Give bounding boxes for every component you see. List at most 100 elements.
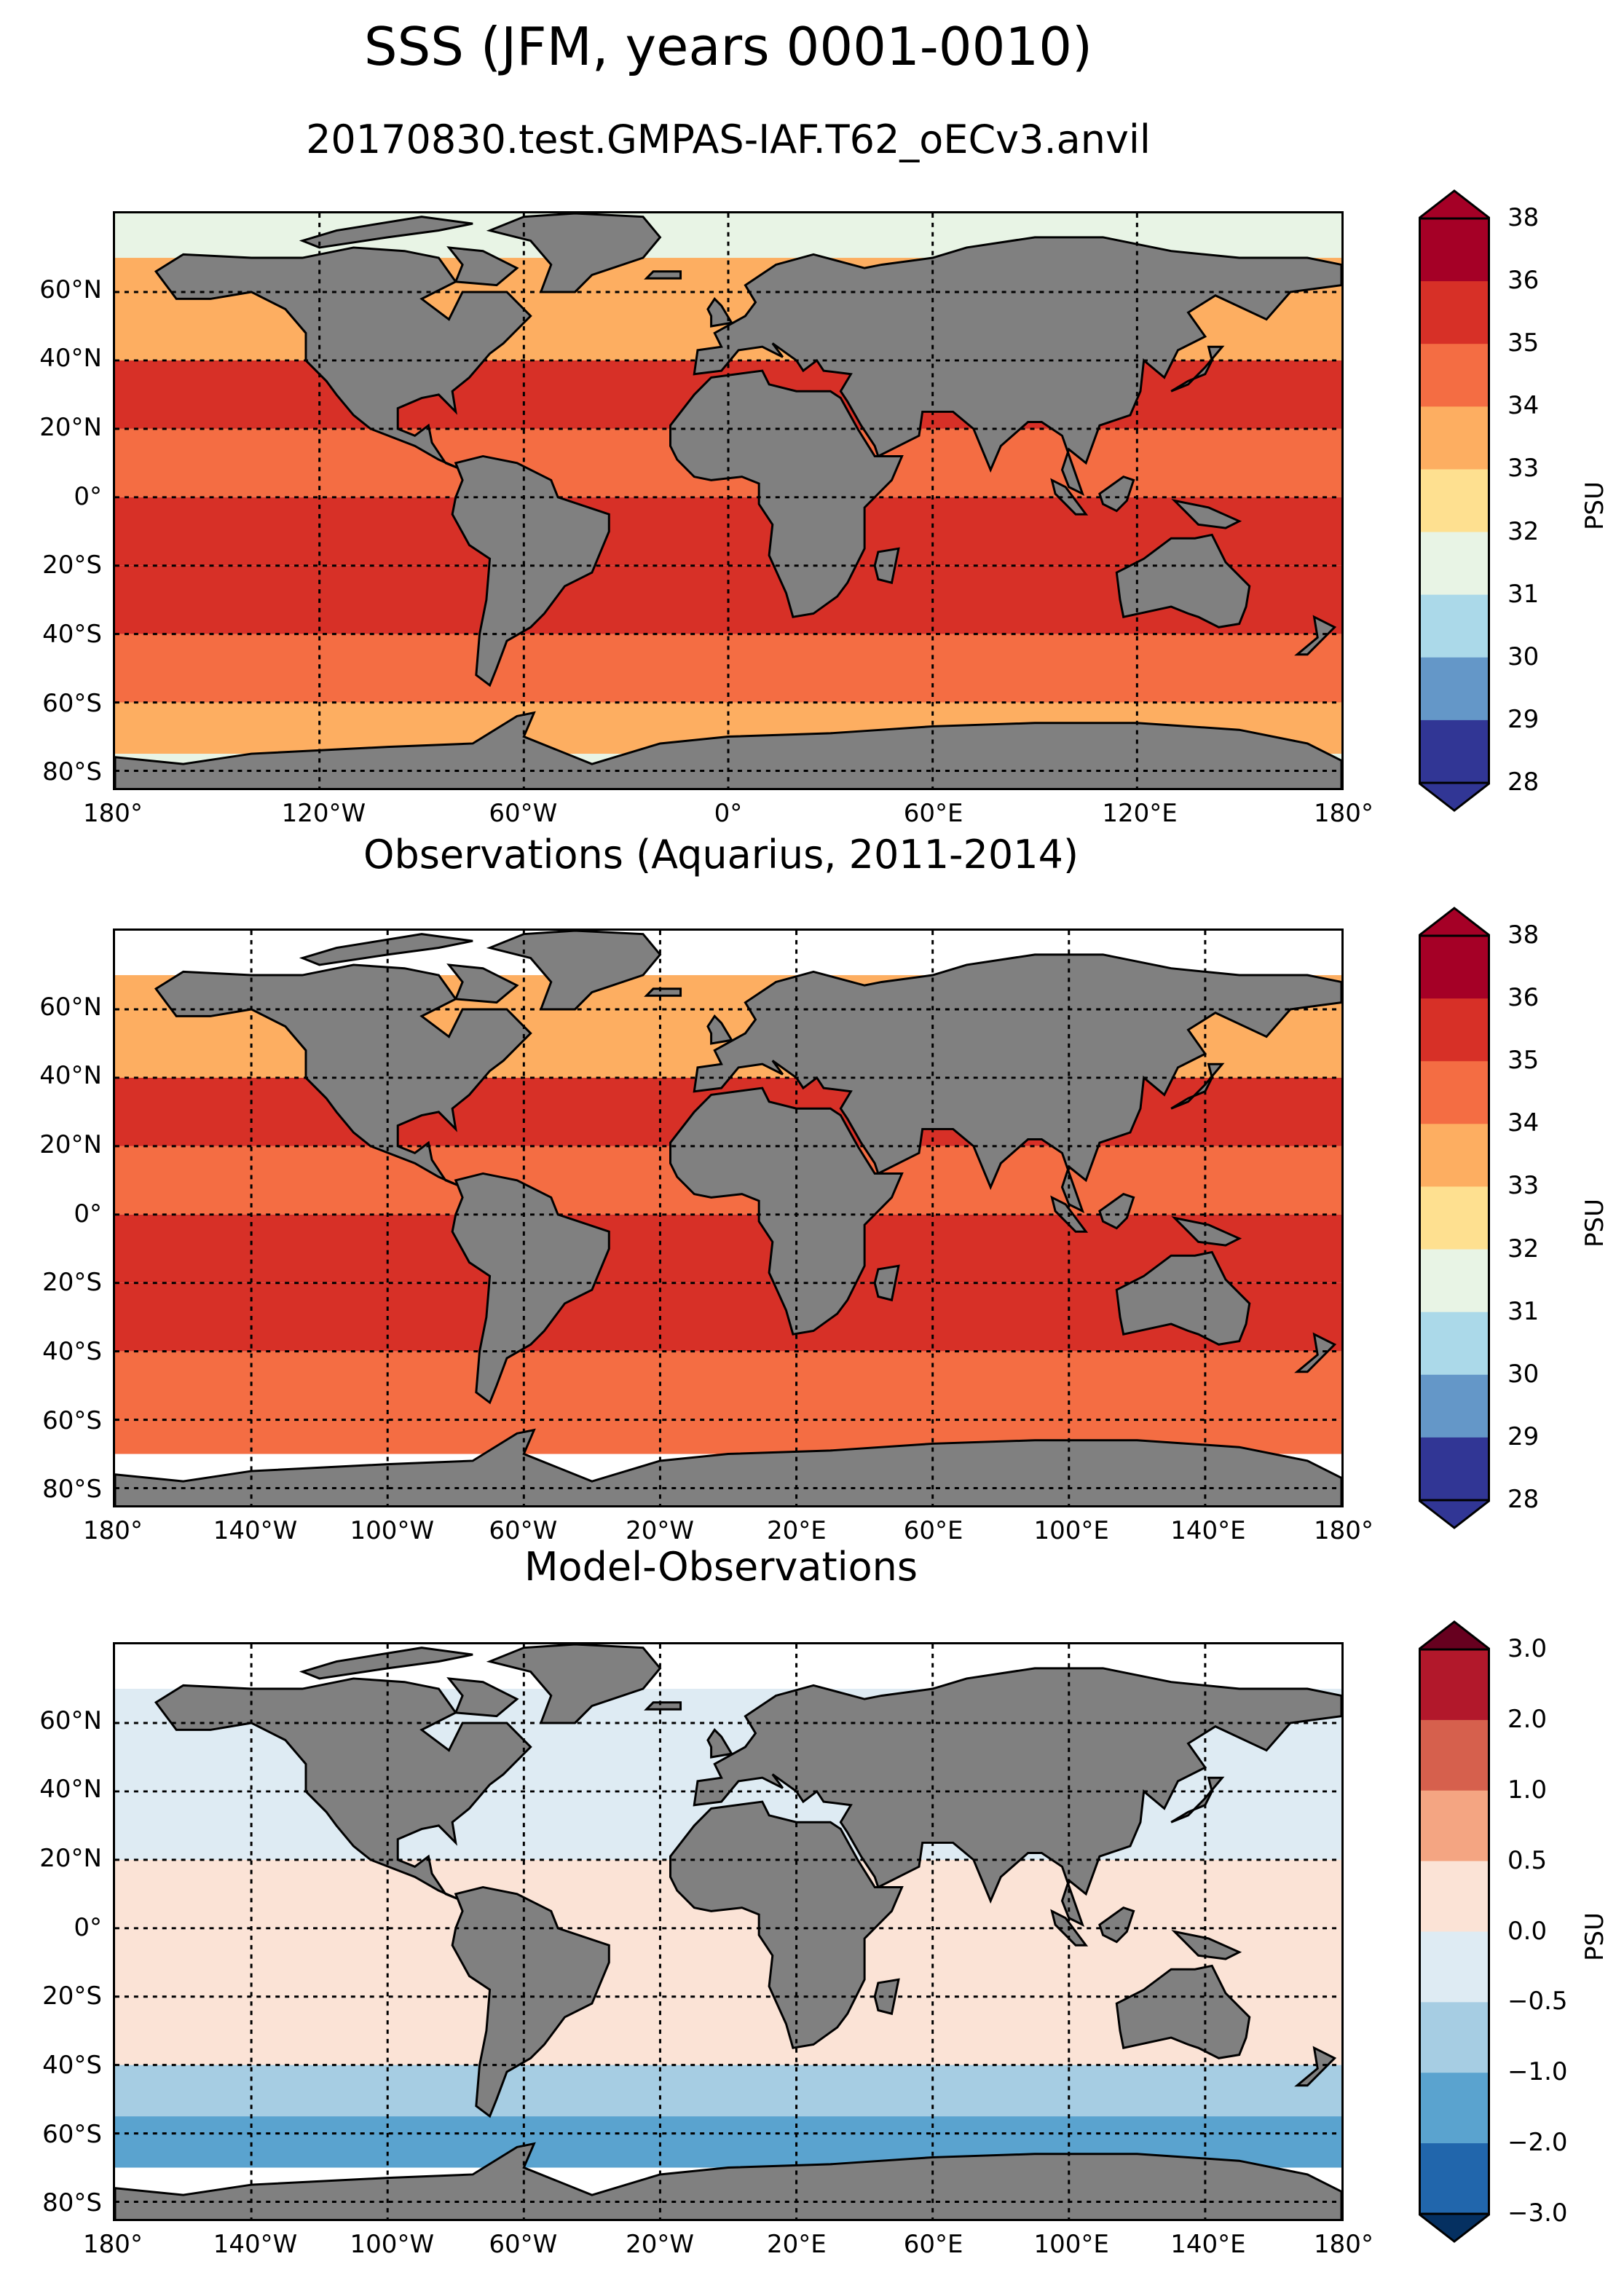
colorbar-tick-label: 34 xyxy=(1507,391,1540,421)
colorbar-band xyxy=(1419,998,1490,1062)
land-japan xyxy=(1170,1062,1225,1110)
colorbar-tick-label: 30 xyxy=(1507,1359,1540,1389)
colorbar-tick-label: 2.0 xyxy=(1507,1704,1548,1734)
y-tick-label: 40°N xyxy=(39,1061,102,1091)
colorbar-tick-label: 1.0 xyxy=(1507,1775,1548,1805)
y-tick-label: 40°S xyxy=(42,2051,102,2081)
land-new-guinea xyxy=(1171,499,1242,529)
land-japan xyxy=(1170,345,1225,393)
colorbar-tick-label: 33 xyxy=(1507,1171,1540,1201)
land-new-guinea xyxy=(1171,1216,1242,1247)
land-north-america xyxy=(154,246,532,471)
land-antarctica xyxy=(115,1428,1341,1505)
colorbar-label: PSU xyxy=(1580,1912,1609,1961)
panel-title: Observations (Aquarius, 2011-2014) xyxy=(363,832,1079,878)
x-tick-label: 60°W xyxy=(489,1516,558,1545)
colorbar-tick-label: 35 xyxy=(1507,328,1540,358)
x-tick-label: 180° xyxy=(83,2230,143,2259)
x-tick-label: 180° xyxy=(1314,799,1373,828)
colorbar-band xyxy=(1419,218,1490,282)
colorbar-band xyxy=(1419,1931,1490,2003)
x-tick-label: 180° xyxy=(1314,1516,1373,1545)
land-greenland xyxy=(486,213,662,293)
land-madagascar xyxy=(873,1978,900,2016)
land-borneo xyxy=(1098,1906,1135,1944)
y-tick-label: 60°N xyxy=(39,275,102,304)
x-tick-label: 180° xyxy=(1314,2230,1373,2259)
y-tick-label: 0° xyxy=(74,1912,102,1942)
y-tick-label: 60°S xyxy=(42,688,102,718)
y-tick-label: 80°S xyxy=(42,2188,102,2218)
colorbar-outline xyxy=(1419,1648,1490,2215)
colorbar-tick-label: −2.0 xyxy=(1507,2128,1568,2158)
colorbar-band xyxy=(1419,1186,1490,1250)
land-iceland xyxy=(644,270,682,280)
x-tick-label: 140°E xyxy=(1170,2230,1246,2259)
land-iceland xyxy=(644,1701,682,1711)
colorbar-band xyxy=(1419,1861,1490,1932)
y-tick-label: 60°N xyxy=(39,1706,102,1735)
colorbar-tick-label: 32 xyxy=(1507,516,1540,546)
y-tick-label: 20°N xyxy=(39,413,102,443)
land-new-zealand xyxy=(1294,615,1337,656)
colorbar-tick-label: 35 xyxy=(1507,1046,1540,1076)
x-tick-label: 140°W xyxy=(213,1516,298,1545)
colorbar-tick-label: 0.0 xyxy=(1507,1916,1548,1946)
land-baffin xyxy=(446,246,519,287)
colorbar-band xyxy=(1419,344,1490,407)
colorbar-band xyxy=(1419,532,1490,596)
colorbar xyxy=(1419,907,1490,1529)
colorbar-band xyxy=(1419,1249,1490,1313)
colorbar-extend-top xyxy=(1419,907,1490,937)
land-uk xyxy=(706,1014,734,1045)
land-borneo xyxy=(1098,475,1135,513)
colorbar-extend-top xyxy=(1419,1620,1490,1651)
colorbar-tick-label: 34 xyxy=(1507,1108,1540,1138)
colorbar-label: PSU xyxy=(1580,481,1609,530)
colorbar-band xyxy=(1419,1719,1490,1791)
colorbar-tick-label: 31 xyxy=(1507,1296,1540,1326)
colorbar-band xyxy=(1419,657,1490,721)
x-tick-label: 60°E xyxy=(903,1516,963,1545)
x-tick-label: 60°E xyxy=(903,2230,963,2259)
colorbar-tick-label: 29 xyxy=(1507,1422,1540,1451)
salinity-zone xyxy=(115,1214,1341,1283)
land-baffin xyxy=(446,963,519,1004)
colorbar-tick-label: 36 xyxy=(1507,983,1540,1013)
land-iceland xyxy=(644,987,682,997)
land-greenland xyxy=(486,1644,662,1724)
colorbar-band xyxy=(1419,1061,1490,1124)
land-greenland xyxy=(486,931,662,1011)
land-arctic-islands xyxy=(299,1647,473,1680)
colorbar-band xyxy=(1419,719,1490,784)
x-tick-label: 100°E xyxy=(1033,1516,1109,1545)
land-south-america xyxy=(451,454,610,687)
colorbar-extend-bottom xyxy=(1419,1499,1490,1529)
land-africa xyxy=(669,1800,904,2049)
subtitle: 20170830.test.GMPAS-IAF.T62_oECv3.anvil xyxy=(306,117,1151,162)
x-tick-label: 100°W xyxy=(350,2230,435,2259)
land-antarctica xyxy=(115,2142,1341,2219)
colorbar-band xyxy=(1419,1374,1490,1438)
land-japan xyxy=(1170,1776,1225,1823)
colorbar-extend-bottom xyxy=(1419,2212,1490,2243)
y-tick-label: 20°N xyxy=(39,1130,102,1160)
land-uk xyxy=(706,297,734,328)
colorbar xyxy=(1419,1620,1490,2243)
colorbar xyxy=(1419,189,1490,812)
land-eurasia xyxy=(693,236,1341,497)
colorbar-band xyxy=(1419,594,1490,658)
x-tick-label: 20°W xyxy=(626,2230,695,2259)
y-tick-label: 60°S xyxy=(42,2119,102,2149)
x-tick-label: 180° xyxy=(83,799,143,828)
colorbar-band xyxy=(1419,936,1490,999)
y-tick-label: 20°S xyxy=(42,1982,102,2011)
colorbar-band xyxy=(1419,2073,1490,2144)
salinity-zone xyxy=(115,2065,1341,2117)
y-tick-label: 40°S xyxy=(42,1337,102,1367)
land-new-zealand xyxy=(1294,1332,1337,1373)
y-tick-label: 60°S xyxy=(42,1405,102,1435)
land-australia xyxy=(1115,1250,1251,1346)
colorbar-band xyxy=(1419,1790,1490,1862)
x-tick-label: 60°W xyxy=(489,799,558,828)
